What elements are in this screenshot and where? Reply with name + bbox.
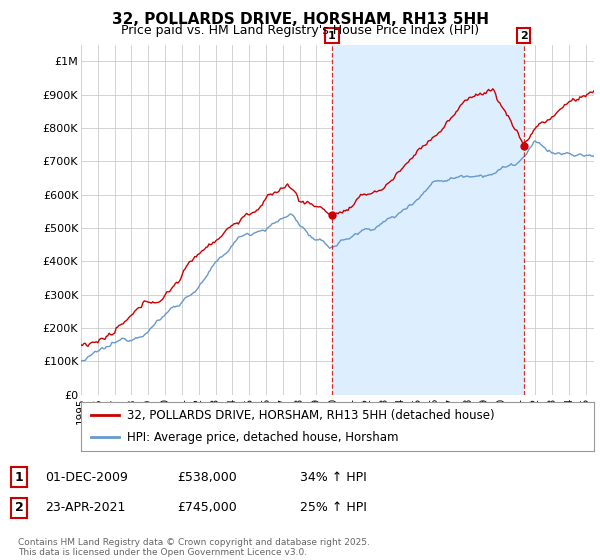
Text: 2: 2: [15, 501, 23, 515]
Text: 01-DEC-2009: 01-DEC-2009: [45, 470, 128, 484]
Text: 34% ↑ HPI: 34% ↑ HPI: [300, 470, 367, 484]
Bar: [332, 45, 524, 395]
Text: 32, POLLARDS DRIVE, HORSHAM, RH13 5HH: 32, POLLARDS DRIVE, HORSHAM, RH13 5HH: [112, 12, 488, 27]
Text: 1: 1: [15, 470, 23, 484]
Text: 23-APR-2021: 23-APR-2021: [45, 501, 125, 515]
Text: £745,000: £745,000: [177, 501, 237, 515]
Text: Contains HM Land Registry data © Crown copyright and database right 2025.
This d: Contains HM Land Registry data © Crown c…: [18, 538, 370, 557]
Text: 32, POLLARDS DRIVE, HORSHAM, RH13 5HH (detached house): 32, POLLARDS DRIVE, HORSHAM, RH13 5HH (d…: [127, 409, 495, 422]
Text: Price paid vs. HM Land Registry's House Price Index (HPI): Price paid vs. HM Land Registry's House …: [121, 24, 479, 37]
Text: 2: 2: [520, 31, 527, 41]
Text: HPI: Average price, detached house, Horsham: HPI: Average price, detached house, Hors…: [127, 431, 398, 444]
Text: 25% ↑ HPI: 25% ↑ HPI: [300, 501, 367, 515]
Text: £538,000: £538,000: [177, 470, 237, 484]
Text: 1: 1: [328, 31, 336, 41]
